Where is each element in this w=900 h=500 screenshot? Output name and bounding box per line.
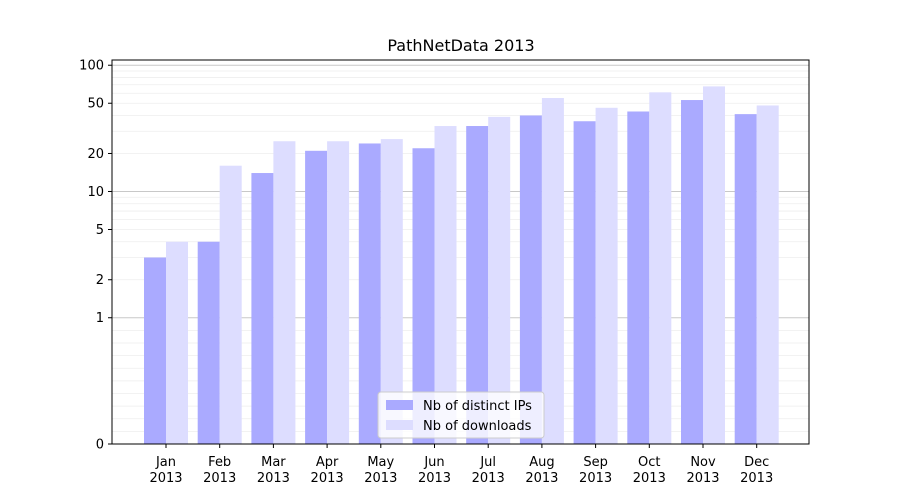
bar-ips: [412, 148, 435, 444]
y-tick-label: 50: [87, 97, 104, 112]
x-tick-label-year: 2013: [311, 471, 344, 486]
x-tick-label-month: Jan: [155, 455, 176, 470]
legend-label: Nb of distinct IPs: [423, 399, 532, 414]
bar-downloads: [273, 141, 296, 444]
x-tick-label-month: Feb: [208, 455, 231, 470]
x-tick-label-year: 2013: [149, 471, 182, 486]
bar-downloads: [595, 107, 618, 444]
y-tick-label: 1: [96, 311, 104, 326]
x-tick-label-month: Apr: [316, 455, 339, 470]
chart-title: PathNetData 2013: [387, 36, 534, 55]
legend: Nb of distinct IPs Nb of downloads: [377, 391, 545, 439]
x-tick-label-year: 2013: [472, 471, 505, 486]
x-tick-label-year: 2013: [364, 471, 397, 486]
x-tick-label-year: 2013: [740, 471, 773, 486]
bar-ips: [627, 111, 650, 445]
x-tick-label-month: Jul: [479, 455, 496, 470]
x-tick-label-month: May: [367, 455, 394, 470]
bar-downloads: [434, 126, 457, 444]
x-tick-label-month: Aug: [529, 455, 554, 470]
bar-downloads: [488, 116, 511, 445]
bar-downloads: [380, 139, 403, 444]
bar-downloads: [649, 92, 672, 445]
x-tick-label-month: Oct: [638, 455, 660, 470]
bar-downloads: [703, 86, 725, 445]
bar-ips: [144, 257, 166, 444]
x-axis: Jan2013Feb2013Mar2013Apr2013May2013Jun20…: [149, 444, 773, 486]
y-tick-label: 2: [96, 273, 104, 288]
y-tick-label: 100: [79, 59, 104, 74]
bar-downloads: [219, 165, 242, 444]
legend-box: [377, 391, 545, 439]
x-tick-label-year: 2013: [579, 471, 612, 486]
bar-ips: [519, 115, 542, 445]
bar-downloads: [166, 241, 188, 444]
x-tick-label-year: 2013: [203, 471, 236, 486]
bar-downloads: [756, 105, 779, 444]
y-axis: 0 1 2 5 10 20 50 100: [79, 59, 112, 453]
legend-swatch: [386, 420, 413, 430]
bar-ips: [734, 114, 757, 445]
legend-swatch: [386, 400, 413, 410]
bar-ips: [466, 126, 489, 444]
bar-downloads: [541, 98, 564, 444]
bar-ips: [358, 143, 381, 444]
bar-ips: [251, 173, 274, 444]
x-tick-label-year: 2013: [525, 471, 558, 486]
y-tick-label: 20: [87, 147, 104, 162]
x-tick-label-month: Nov: [690, 455, 716, 470]
x-tick-label-year: 2013: [633, 471, 666, 486]
bar-downloads: [327, 141, 350, 444]
bar-ips: [197, 241, 220, 444]
bar-ips: [681, 100, 703, 445]
x-tick-label-month: Dec: [744, 455, 769, 470]
x-tick-label-year: 2013: [418, 471, 451, 486]
x-tick-label-month: Sep: [583, 455, 608, 470]
y-tick-label: 10: [87, 185, 104, 200]
bar-ips: [305, 150, 328, 444]
x-tick-label-month: Jun: [423, 455, 444, 470]
bar-ips: [573, 121, 596, 444]
x-tick-label-year: 2013: [257, 471, 290, 486]
legend-label: Nb of downloads: [423, 419, 532, 434]
x-tick-label-month: Mar: [261, 455, 286, 470]
bars: [144, 86, 779, 445]
y-tick-label: 5: [96, 223, 104, 238]
y-tick-label: 0: [96, 438, 104, 453]
x-tick-label-year: 2013: [686, 471, 719, 486]
plot-frame: [111, 59, 810, 445]
